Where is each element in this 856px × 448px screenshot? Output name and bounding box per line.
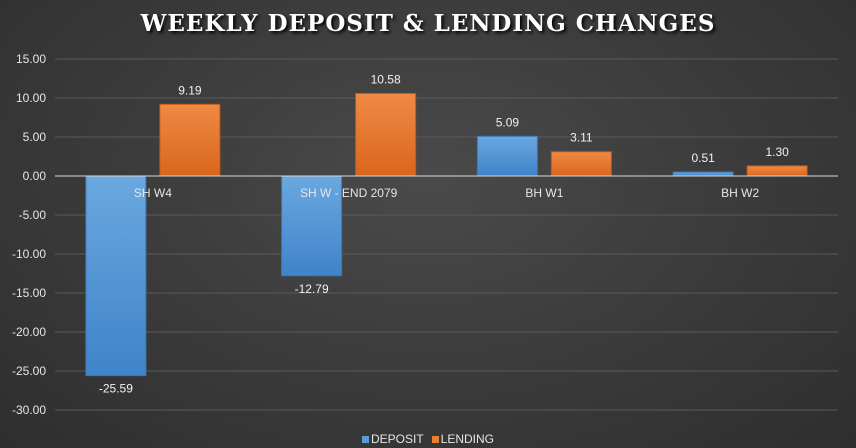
legend-swatch (431, 436, 439, 443)
y-tick-label: 5.00 (23, 130, 47, 144)
legend-label: LENDING (440, 432, 495, 446)
category-label: BH W1 (525, 186, 563, 200)
legend-item-deposit: DEPOSIT (361, 432, 424, 446)
lending-data-label: 10.58 (371, 72, 401, 86)
y-tick-label: -30.00 (12, 403, 46, 417)
y-tick-label: -25.00 (12, 364, 46, 378)
bar-chart: 15.00 10.00 5.00 0.00 -5.00 -10.00 -15.00 -20.0… (12, 52, 838, 417)
lending-data-label: 9.19 (178, 83, 202, 97)
deposit-data-label: 5.09 (496, 115, 520, 129)
y-tick-label: 0.00 (23, 169, 47, 183)
legend-item-lending: LENDING (431, 432, 495, 446)
y-tick-label: -5.00 (19, 208, 47, 222)
lending-data-label: 3.11 (570, 131, 593, 145)
deposit-bar (672, 171, 734, 177)
y-tick-label: 10.00 (16, 91, 46, 105)
deposit-bar (281, 175, 343, 277)
category-label: SH W4 (134, 186, 172, 200)
legend-label: DEPOSIT (370, 432, 424, 446)
y-tick-label: -20.00 (12, 325, 46, 339)
lending-bar (550, 151, 612, 177)
y-tick-label: 15.00 (16, 52, 46, 66)
chart-title: WEEKLY DEPOSIT & LENDING CHANGES (140, 10, 716, 37)
category-label: BH W2 (721, 186, 759, 200)
deposit-data-label: -25.59 (99, 382, 133, 396)
deposit-bar (476, 135, 538, 177)
legend-swatch (361, 436, 369, 443)
category-label: SH W - END 2079 (300, 186, 398, 200)
lending-bar (746, 165, 808, 177)
lending-data-label: 1.30 (765, 145, 789, 159)
lending-bar (355, 92, 417, 177)
y-tick-label: -10.00 (12, 247, 46, 261)
deposit-bar (85, 175, 147, 377)
lending-bar (159, 103, 221, 177)
deposit-data-label: -12.79 (295, 282, 329, 296)
deposit-data-label: 0.51 (691, 151, 715, 165)
chart-legend: DEPOSIT LENDING (0, 432, 856, 446)
y-tick-label: -15.00 (12, 286, 46, 300)
